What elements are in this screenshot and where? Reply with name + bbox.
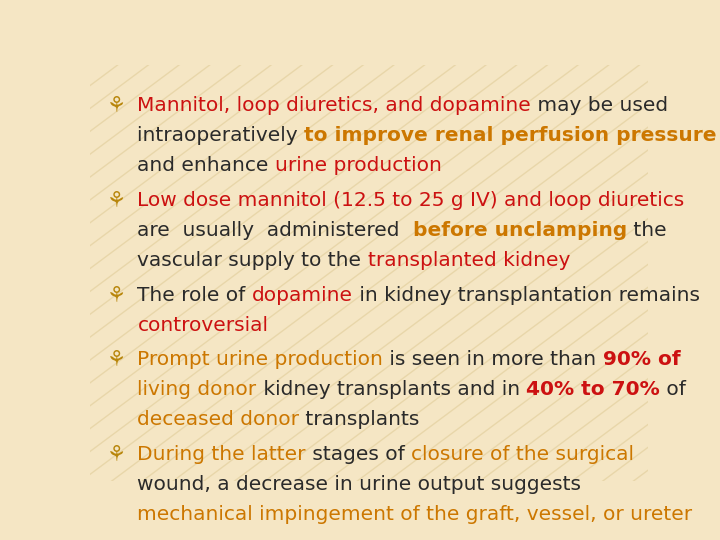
Text: and enhance: and enhance — [138, 156, 275, 175]
Text: ⚘: ⚘ — [107, 446, 127, 465]
Text: transplanted kidney: transplanted kidney — [368, 251, 570, 269]
Text: kidney transplants and in: kidney transplants and in — [256, 380, 526, 400]
Text: Prompt urine production: Prompt urine production — [138, 350, 383, 369]
Text: wound, a decrease in urine output suggests: wound, a decrease in urine output sugges… — [138, 475, 582, 494]
Text: is seen in more than: is seen in more than — [383, 350, 603, 369]
Text: 90% of: 90% of — [603, 350, 680, 369]
Text: stages of: stages of — [306, 446, 411, 464]
Text: to improve renal perfusion pressure: to improve renal perfusion pressure — [305, 126, 717, 145]
Text: controversial: controversial — [138, 315, 269, 334]
Text: ⚘: ⚘ — [107, 191, 127, 211]
Text: transplants: transplants — [300, 410, 420, 429]
Text: in kidney transplantation remains: in kidney transplantation remains — [353, 286, 700, 305]
Text: closure of the surgical: closure of the surgical — [411, 446, 634, 464]
Text: are  usually  administered: are usually administered — [138, 221, 413, 240]
Text: ⚘: ⚘ — [107, 286, 127, 306]
Text: 40% to 70%: 40% to 70% — [526, 380, 660, 400]
Text: of: of — [660, 380, 685, 400]
Text: urine production: urine production — [275, 156, 442, 175]
Text: dopamine: dopamine — [252, 286, 353, 305]
Text: During the latter: During the latter — [138, 446, 306, 464]
Text: The role of: The role of — [138, 286, 252, 305]
Text: deceased donor: deceased donor — [138, 410, 300, 429]
Text: before unclamping: before unclamping — [413, 221, 627, 240]
Text: vascular supply to the: vascular supply to the — [138, 251, 368, 269]
Text: mechanical impingement of the graft, vessel, or ureter: mechanical impingement of the graft, ves… — [138, 505, 693, 524]
Text: Low dose mannitol (12.5 to 25 g IV) and loop diuretics: Low dose mannitol (12.5 to 25 g IV) and … — [138, 191, 685, 210]
Text: ⚘: ⚘ — [107, 96, 127, 116]
Text: the: the — [627, 221, 667, 240]
Text: may be used: may be used — [531, 96, 668, 115]
Text: intraoperatively: intraoperatively — [138, 126, 305, 145]
Text: ⚘: ⚘ — [107, 350, 127, 370]
Text: Mannitol, loop diuretics, and dopamine: Mannitol, loop diuretics, and dopamine — [138, 96, 531, 115]
Text: living donor: living donor — [138, 380, 256, 400]
